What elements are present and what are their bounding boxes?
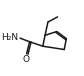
Text: O: O (22, 55, 29, 64)
Text: H₂N: H₂N (1, 33, 19, 42)
